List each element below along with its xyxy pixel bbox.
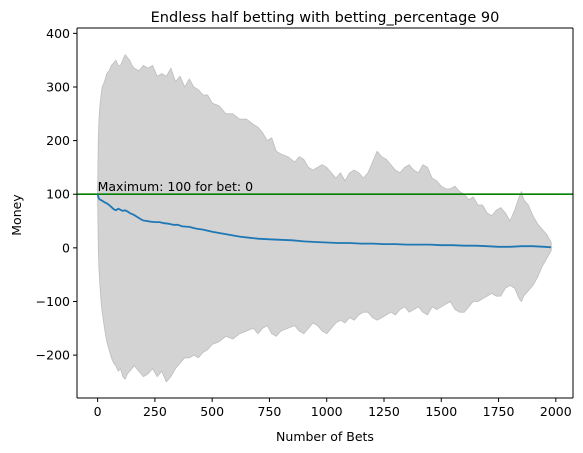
axes-frame: [76, 27, 574, 399]
chart-title: Endless half betting with betting_percen…: [151, 10, 500, 26]
x-tick-label: 1750: [483, 404, 515, 419]
mean-line-layer: [96, 193, 552, 249]
annotation-text: Maximum: 100 for bet: 0: [98, 179, 253, 194]
x-axis-label: Number of Bets: [276, 429, 374, 444]
x-tick-label: 1500: [425, 404, 457, 419]
y-tick-label: −200: [36, 348, 70, 363]
x-tick-label: 0: [94, 404, 102, 419]
mean-line: [96, 193, 552, 249]
x-axis-ticks: 0 250 500 750 1000 1250 1500 1750 2000: [94, 398, 572, 419]
x-tick-label: 250: [143, 404, 167, 419]
y-tick-label: 400: [46, 26, 70, 41]
annotation-layer: Maximum: 100 for bet: 0: [98, 179, 253, 194]
x-tick-label: 750: [258, 404, 282, 419]
y-tick-label: 300: [46, 79, 70, 94]
y-axis-ticks: −200 −100 0 100 200 300 400: [36, 26, 77, 363]
y-tick-label: −100: [36, 294, 70, 309]
plot-area: Maximum: 100 for bet: 0: [77, 54, 573, 383]
x-tick-label: 1000: [311, 404, 343, 419]
x-tick-label: 500: [200, 404, 224, 419]
x-tick-label: 1250: [368, 404, 400, 419]
y-axis-label: Money: [9, 194, 24, 236]
y-tick-label: 200: [46, 133, 70, 148]
band-area: [97, 54, 552, 383]
x-tick-label: 2000: [540, 404, 572, 419]
y-tick-label: 0: [62, 240, 70, 255]
y-tick-label: 100: [46, 187, 70, 202]
band-layer: [97, 54, 552, 383]
